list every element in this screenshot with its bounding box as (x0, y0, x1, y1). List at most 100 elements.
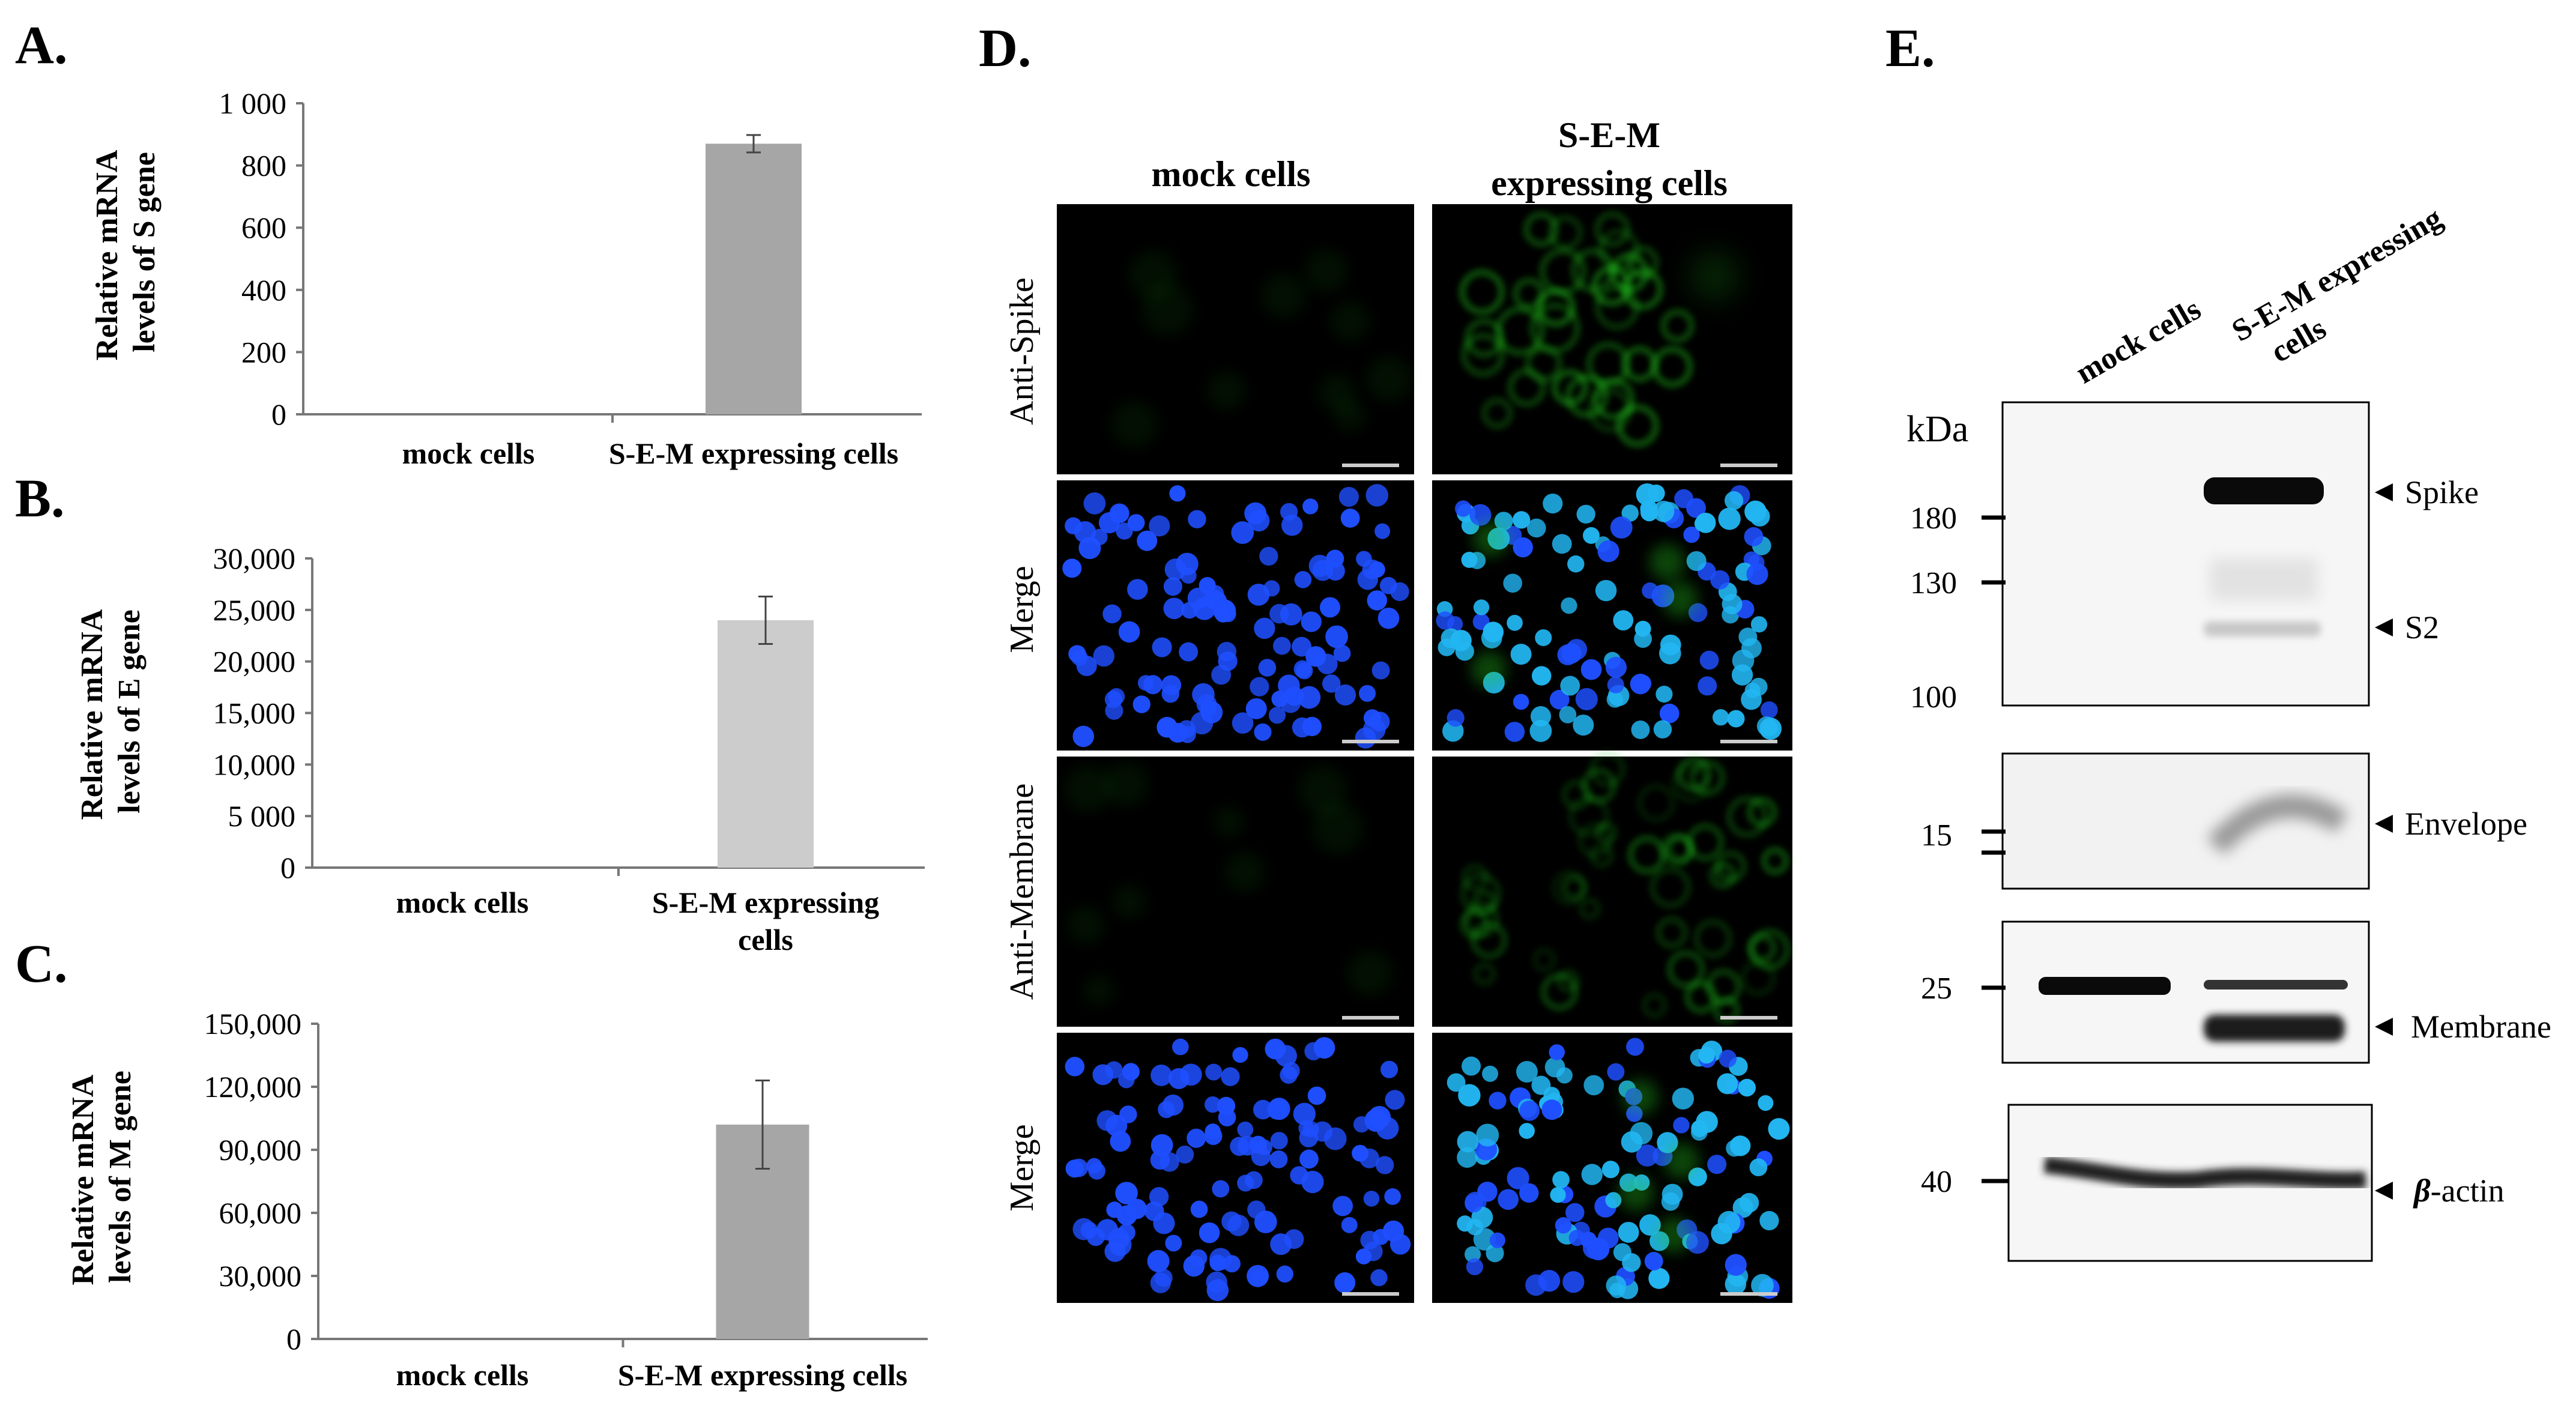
cell-nucleus (1322, 674, 1341, 693)
cell-nucleus (1221, 1067, 1240, 1086)
cell-nucleus (1205, 1063, 1223, 1081)
cell-nucleus (1302, 498, 1319, 515)
cell-nucleus (1605, 656, 1627, 678)
cell-nucleus (1489, 1232, 1506, 1248)
cell-nucleus (1299, 1128, 1319, 1147)
cell-nucleus (1607, 1063, 1625, 1081)
cell-nucleus (1583, 527, 1600, 544)
cell-nucleus (1294, 571, 1312, 588)
cell-nucleus (1298, 686, 1321, 709)
cell-nucleus (1647, 485, 1665, 502)
cell-glow (1695, 920, 1731, 957)
cell-nucleus (1231, 521, 1254, 544)
y-tick-label: 25,000 (213, 593, 296, 627)
cell-nucleus (1683, 526, 1700, 543)
band-s2-faint (2204, 621, 2321, 636)
image-sem-anti-membrane (1432, 757, 1792, 1027)
cell-nucleus (1149, 515, 1170, 537)
x-tick-label: S-E-M expressing cells (609, 437, 898, 470)
cell-nucleus (1513, 511, 1531, 529)
cell-nucleus (1205, 1123, 1221, 1140)
cell-nucleus (1086, 1158, 1102, 1174)
cell-nucleus (1555, 1217, 1572, 1234)
band-envelope (2207, 794, 2348, 855)
cell-nucleus (1230, 1137, 1250, 1156)
cell-nucleus (1621, 1131, 1643, 1153)
cell-nucleus (1290, 1166, 1308, 1185)
y-tick-label: 30,000 (219, 1259, 302, 1293)
cell-nucleus (1251, 1269, 1268, 1285)
cell-nucleus (1161, 675, 1182, 695)
cell-nucleus (1359, 684, 1376, 702)
cell-glow (1064, 764, 1112, 812)
cell-glow (1622, 1079, 1658, 1116)
cell-nucleus (1744, 682, 1761, 698)
panel-a-label: A. (15, 16, 68, 75)
arrow-envelope (2375, 815, 2393, 833)
cell-nucleus (1746, 563, 1768, 585)
cell-nucleus (1307, 1086, 1326, 1105)
cell-nucleus (1245, 698, 1267, 719)
marker-130: 130 (1910, 566, 1957, 600)
cell-glow (1690, 761, 1725, 795)
cell-nucleus (1169, 485, 1186, 502)
cell-nucleus (1340, 509, 1360, 528)
cell-nucleus (1215, 606, 1232, 623)
cell-glow (1728, 797, 1767, 836)
cell-nucleus (1065, 517, 1082, 534)
cell-nucleus (1606, 1275, 1627, 1296)
cell-glow (1365, 355, 1412, 402)
kda-label: kDa (1906, 409, 1968, 450)
cell-nucleus (1179, 642, 1199, 662)
cell-nucleus (1566, 639, 1588, 660)
cell-nucleus (1519, 1123, 1535, 1139)
cell-glow (1474, 963, 1496, 985)
cell-nucleus (1466, 1219, 1484, 1236)
cell-nucleus (1473, 599, 1490, 615)
cell-glow (1652, 347, 1692, 387)
panel-c-y-axis-title: Relative mRNA levels of M gene (66, 1068, 138, 1285)
cell-nucleus (1438, 638, 1456, 656)
cell-nucleus (1699, 650, 1719, 670)
cell-nucleus (1258, 659, 1277, 677)
cell-nucleus (1108, 688, 1125, 706)
band-label-envelope: Envelope (2405, 806, 2527, 842)
cell-glow (1590, 752, 1625, 786)
cell-glow (1111, 884, 1146, 919)
lane-label-mock: mock cells (2070, 292, 2207, 390)
cell-nucleus (1319, 597, 1341, 618)
cell-nucleus (1513, 693, 1529, 710)
cell-nucleus (1549, 1044, 1565, 1060)
cell-nucleus (1137, 675, 1154, 691)
cell-nucleus (1265, 1038, 1286, 1060)
marker-25: 25 (1921, 971, 1952, 1006)
cell-nucleus (1367, 590, 1388, 611)
x-tick-label: mock cells (402, 437, 535, 470)
cell-glow (1304, 249, 1349, 293)
cell-glow (1540, 249, 1586, 294)
marker-40: 40 (1921, 1165, 1952, 1199)
cell-glow (1762, 848, 1788, 874)
scale-bar (1720, 1292, 1777, 1296)
y-tick-label: 60,000 (219, 1196, 302, 1230)
cell-nucleus (1105, 1114, 1128, 1137)
cell-nucleus (1639, 1214, 1661, 1236)
y-tick-label: 5 000 (228, 799, 296, 833)
cell-nucleus (1102, 604, 1122, 624)
cell-nucleus (1305, 646, 1326, 667)
row-label-anti-membrane: Anti-Membrane (1003, 784, 1041, 1000)
cell-glow (1663, 1143, 1700, 1179)
cell-nucleus (1360, 1230, 1379, 1250)
row-label-anti-spike: Anti-Spike (1003, 277, 1041, 425)
cell-glow (1571, 249, 1615, 292)
cell-nucleus (1363, 709, 1381, 727)
x-tick-label: S-E-M expressing cells (618, 1358, 907, 1392)
cell-glow (1638, 785, 1675, 821)
blot-envelope (2001, 752, 2370, 890)
cell-nucleus (1172, 1038, 1189, 1056)
cell-nucleus (1250, 677, 1269, 696)
cell-nucleus (1326, 549, 1344, 568)
cell-nucleus (1462, 1056, 1481, 1076)
cell-nucleus (1465, 1194, 1483, 1213)
